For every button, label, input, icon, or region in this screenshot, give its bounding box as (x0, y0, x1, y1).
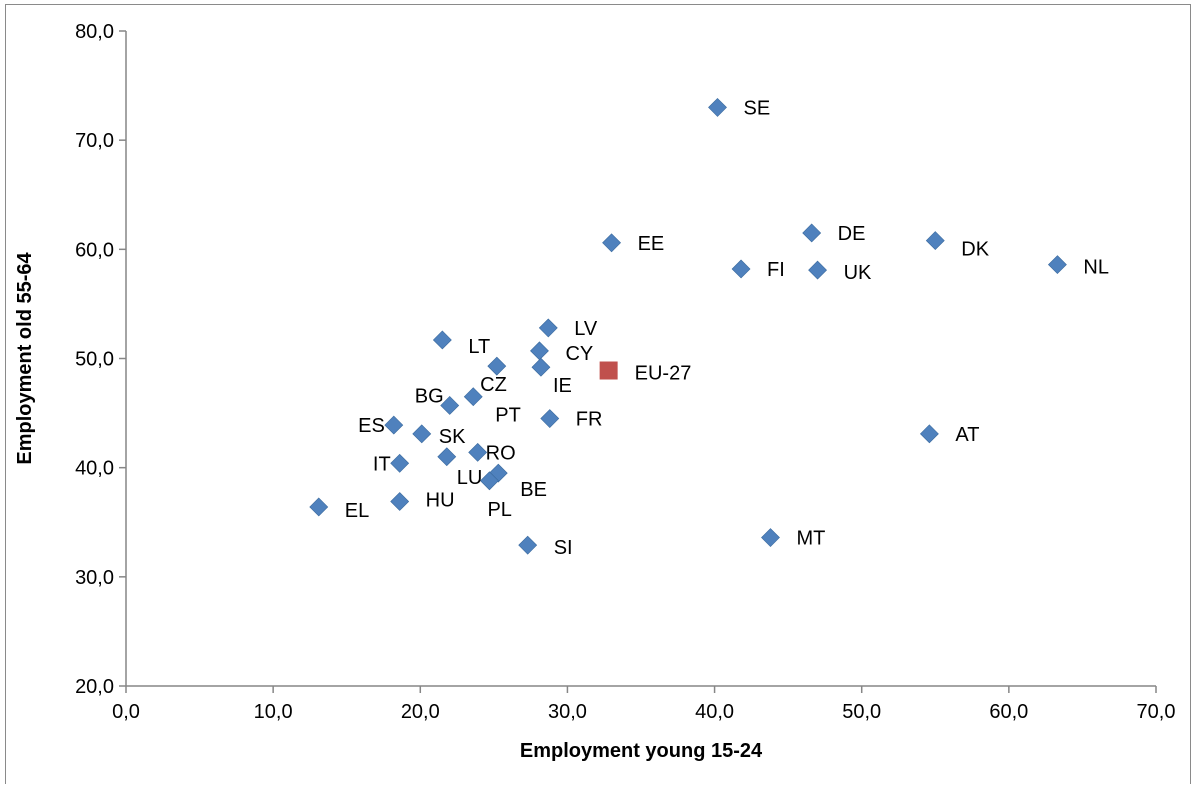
label-lt: LT (468, 336, 490, 358)
x-tick-label: 0,0 (112, 701, 140, 723)
x-tick-label: 60,0 (989, 701, 1028, 723)
label-el: EL (345, 500, 369, 522)
label-ie: IE (553, 375, 572, 397)
chart-frame: 20,0 30,0 40,0 50,0 60,0 70,0 80,0 0,0 10,0 20,0 3… (5, 4, 1191, 784)
point-ro (468, 442, 488, 462)
y-tick-label: 30,0 (75, 567, 114, 589)
label-pl: PL (487, 499, 511, 521)
point-ee (602, 233, 621, 253)
point-si (518, 535, 538, 555)
point-uk (808, 260, 827, 280)
point-cz (487, 356, 507, 376)
point-sk (412, 424, 432, 444)
x-tick-label: 40,0 (695, 701, 734, 723)
label-cz: CZ (480, 374, 507, 396)
point-fi (731, 259, 751, 279)
point-at (919, 424, 939, 444)
point-es (384, 415, 404, 435)
point-dk (925, 231, 945, 251)
label-si: SI (554, 537, 573, 559)
label-de: DE (838, 223, 866, 245)
label-hu: HU (426, 490, 455, 512)
point-bg (440, 396, 460, 415)
axes: 20,0 30,0 40,0 50,0 60,0 70,0 80,0 0,0 10,0 20,0 3… (75, 21, 1175, 723)
label-dk: DK (961, 239, 989, 261)
label-be: BE (520, 479, 547, 501)
point-pl (480, 471, 499, 491)
label-mt: MT (796, 528, 825, 550)
point-hu (390, 492, 410, 511)
point-mt (761, 528, 780, 547)
y-tick-label: 40,0 (75, 458, 114, 480)
point-nl (1047, 255, 1067, 275)
label-fi: FI (767, 259, 785, 281)
data-points (309, 97, 1067, 555)
label-sk: SK (439, 426, 466, 448)
y-axis-title: Employment old 55-64 (14, 251, 36, 464)
point-el (309, 497, 329, 517)
point-be (488, 463, 508, 483)
label-bg: BG (415, 385, 444, 407)
point-cy (530, 341, 549, 361)
scatter-chart: 20,0 30,0 40,0 50,0 60,0 70,0 80,0 0,0 10,0 20,0 3… (14, 21, 1175, 762)
point-ie (531, 357, 551, 377)
point-it (390, 453, 410, 473)
point-fr (540, 409, 560, 428)
x-tick-label: 30,0 (548, 701, 587, 723)
x-tick-label: 50,0 (842, 701, 881, 723)
point-de (802, 223, 822, 243)
y-tick-label: 70,0 (75, 130, 114, 152)
label-ee: EE (638, 233, 665, 255)
label-lv: LV (574, 318, 598, 340)
label-fr: FR (576, 409, 603, 431)
point-lu (437, 447, 457, 467)
point-eu-27 (599, 361, 618, 380)
x-tick-label: 20,0 (401, 701, 440, 723)
point-labels: SE DE DK EE NL FI UK LV LT CY CZ IE PT BG FR ES SK AT ROLU… (345, 97, 1109, 559)
y-tick-label: 20,0 (75, 676, 114, 698)
label-ro: RO (486, 442, 516, 464)
y-tick-label: 80,0 (75, 21, 114, 43)
point-lv (538, 318, 558, 338)
x-axis-title: Employment young 15-24 (520, 740, 763, 762)
label-cy: CY (565, 343, 593, 365)
label-lu: LU (457, 467, 483, 489)
y-tick-label: 50,0 (75, 349, 114, 371)
label-es: ES (358, 415, 385, 437)
label-at: AT (955, 424, 979, 446)
label-nl: NL (1083, 257, 1109, 279)
x-tick-label: 10,0 (254, 701, 293, 723)
label-se: SE (744, 97, 771, 119)
label-eu-27: EU-27 (635, 363, 692, 385)
y-tick-label: 60,0 (75, 239, 114, 261)
label-pt: PT (495, 405, 521, 427)
point-lt (432, 330, 452, 350)
label-it: IT (373, 453, 391, 475)
point-pt (463, 387, 483, 407)
x-tick-label: 70,0 (1137, 701, 1176, 723)
label-uk: UK (844, 262, 872, 284)
point-se (708, 97, 727, 117)
